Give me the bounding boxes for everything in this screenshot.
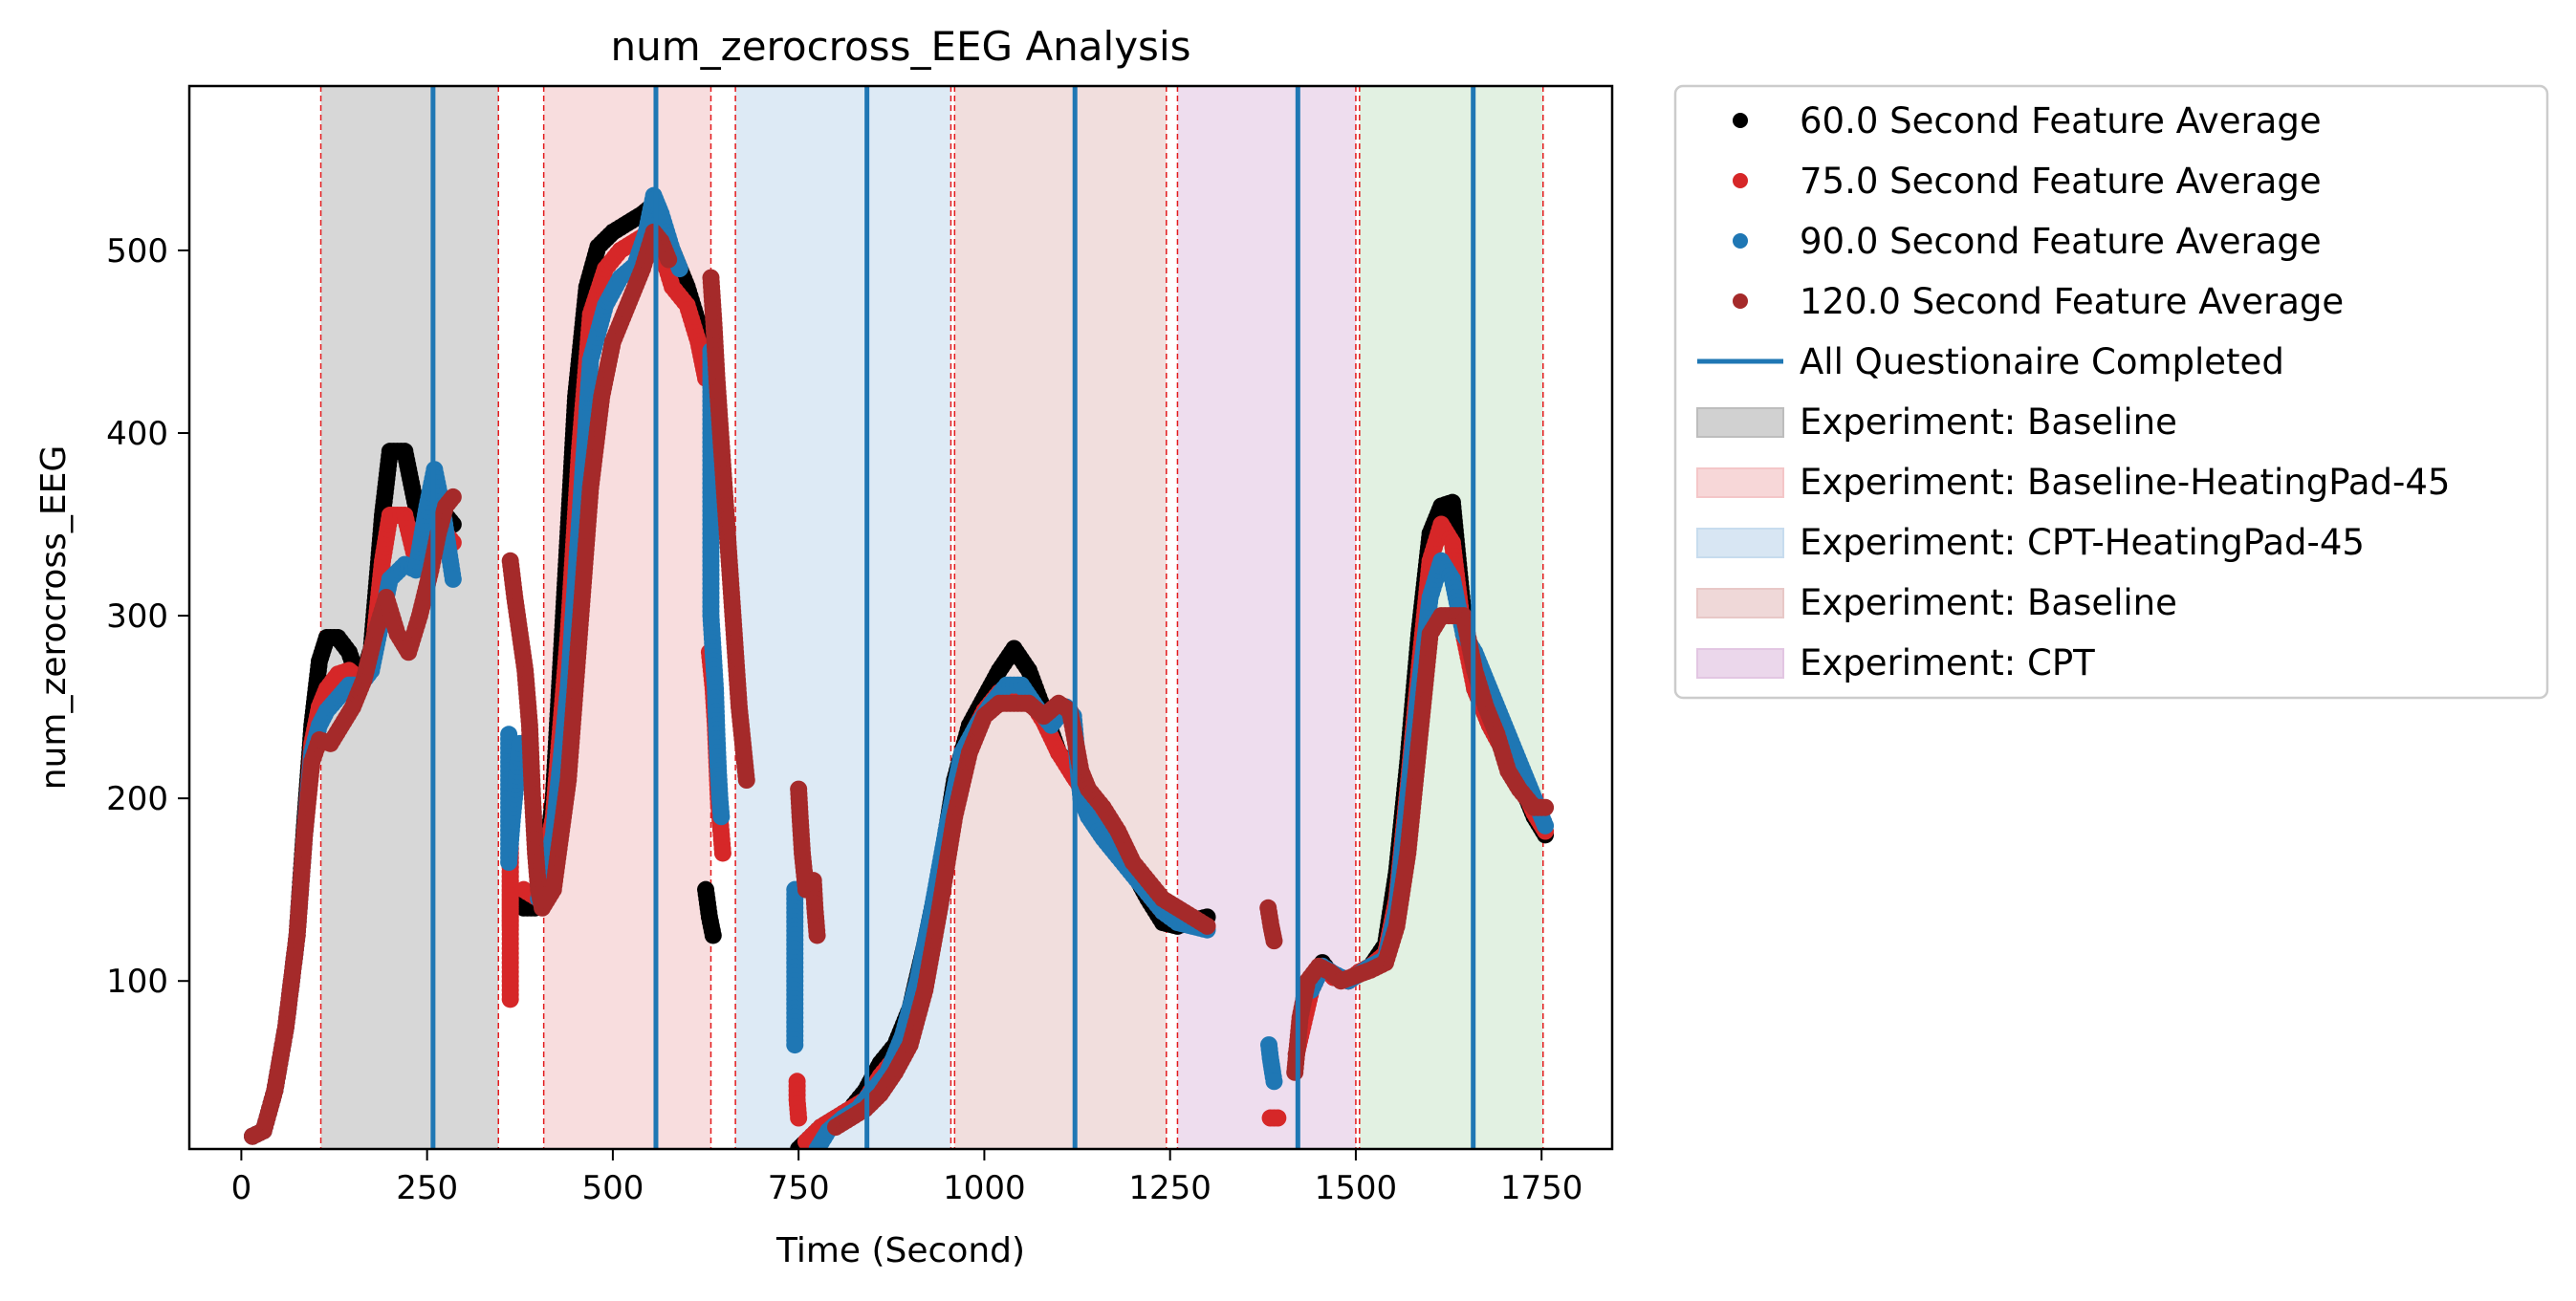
data-point — [808, 926, 826, 944]
legend-label: 120.0 Second Feature Average — [1800, 281, 2344, 322]
legend-marker — [1733, 233, 1748, 249]
questionnaire-lines — [430, 86, 1476, 1149]
legend-entry-point-0: 60.0 Second Feature Average — [1733, 100, 2322, 141]
y-axis-title: num_zerocross_EEG — [34, 445, 74, 791]
x-tick-label: 0 — [231, 1169, 252, 1207]
legend-label: Experiment: Baseline — [1800, 401, 2177, 443]
data-point — [713, 844, 731, 862]
legend-entry-point-2: 90.0 Second Feature Average — [1733, 221, 2322, 262]
y-tick-label: 500 — [106, 232, 168, 271]
legend-entry-patch-2: Experiment: CPT-HeatingPad-45 — [1696, 522, 2365, 563]
legend-entry-patch-0: Experiment: Baseline — [1696, 401, 2177, 443]
legend-label: 90.0 Second Feature Average — [1800, 221, 2322, 262]
data-point — [1198, 917, 1216, 935]
experiment-span-3 — [954, 86, 1167, 1149]
legend-patch-swatch — [1696, 588, 1784, 618]
legend-entry-point-3: 120.0 Second Feature Average — [1733, 281, 2344, 322]
x-axis-ticks: 0 250 500 750 1000 1250 1500 1750 — [231, 1149, 1583, 1207]
legend-label: Experiment: CPT — [1800, 642, 2095, 683]
legend-label: 75.0 Second Feature Average — [1800, 161, 2322, 202]
legend-entry-patch-4: Experiment: CPT — [1696, 642, 2095, 683]
legend-box — [1673, 84, 2549, 700]
x-tick-label: 750 — [768, 1169, 830, 1207]
legend-label: All Questionaire Completed — [1800, 341, 2284, 382]
data-point — [712, 808, 731, 826]
plot-frame — [187, 84, 1614, 1151]
legend-label: Experiment: CPT-HeatingPad-45 — [1800, 522, 2365, 563]
x-tick-label: 1000 — [943, 1169, 1026, 1207]
experiment-span-0 — [320, 86, 499, 1149]
data-point — [786, 1036, 804, 1054]
data-point — [1537, 798, 1555, 816]
y-tick-label: 200 — [106, 780, 168, 818]
x-tick-label: 500 — [581, 1169, 644, 1207]
data-point — [704, 926, 722, 944]
data-point — [790, 1109, 808, 1127]
legend-entry-point-1: 75.0 Second Feature Average — [1733, 161, 2322, 202]
x-tick-label: 250 — [396, 1169, 458, 1207]
legend-entry-patch-1: Experiment: Baseline-HeatingPad-45 — [1696, 462, 2450, 503]
legend-entry-line: All Questionaire Completed — [1697, 341, 2284, 382]
data-point — [1269, 1109, 1287, 1127]
x-tick-label: 1750 — [1500, 1169, 1583, 1207]
legend: 60.0 Second Feature Average 75.0 Second F… — [1673, 84, 2549, 700]
y-tick-label: 400 — [106, 415, 168, 453]
data-point — [444, 570, 462, 588]
chart-title: num_zerocross_EEG Analysis — [611, 23, 1191, 70]
data-point — [737, 771, 755, 790]
data-point — [1265, 932, 1283, 950]
legend-marker — [1733, 113, 1748, 128]
legend-patch-swatch — [1696, 467, 1784, 498]
legend-label: Experiment: Baseline-HeatingPad-45 — [1800, 462, 2450, 503]
experiment-spans — [320, 86, 1543, 1149]
data-point — [1265, 1073, 1283, 1091]
legend-marker — [1733, 293, 1748, 309]
data-points — [244, 186, 1555, 1149]
data-point — [444, 488, 462, 506]
data-point — [660, 250, 678, 269]
y-axis-ticks: 100 200 300 400 500 — [106, 232, 189, 1001]
data-point — [501, 990, 519, 1008]
y-tick-label: 100 — [106, 963, 168, 1001]
legend-label: Experiment: Baseline — [1800, 582, 2177, 623]
experiment-span-4 — [1177, 86, 1356, 1149]
data-point — [1537, 816, 1555, 835]
legend-patch-swatch — [1696, 528, 1784, 558]
boundary-markers — [319, 86, 1544, 1149]
x-axis-title: Time (Second) — [775, 1231, 1025, 1270]
legend-entry-patch-3: Experiment: Baseline — [1696, 582, 2177, 623]
legend-patch-swatch — [1696, 407, 1784, 438]
legend-label: 60.0 Second Feature Average — [1800, 100, 2322, 141]
x-tick-label: 1500 — [1315, 1169, 1398, 1207]
x-tick-label: 1250 — [1128, 1169, 1212, 1207]
y-tick-label: 300 — [106, 597, 168, 636]
legend-patch-swatch — [1696, 648, 1784, 679]
legend-marker — [1733, 173, 1748, 188]
legend-items: 60.0 Second Feature Average 75.0 Second F… — [1696, 100, 2450, 683]
